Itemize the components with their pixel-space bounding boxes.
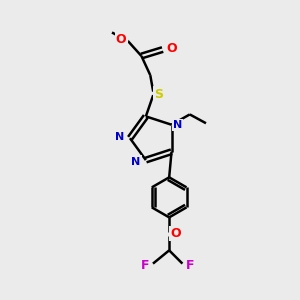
Text: F: F — [141, 260, 149, 272]
Text: N: N — [116, 132, 125, 142]
Text: S: S — [154, 88, 164, 100]
Text: N: N — [131, 157, 140, 166]
Text: N: N — [173, 120, 182, 130]
Text: O: O — [170, 227, 181, 240]
Text: O: O — [167, 43, 177, 56]
Text: F: F — [186, 260, 194, 272]
Text: O: O — [116, 33, 126, 46]
